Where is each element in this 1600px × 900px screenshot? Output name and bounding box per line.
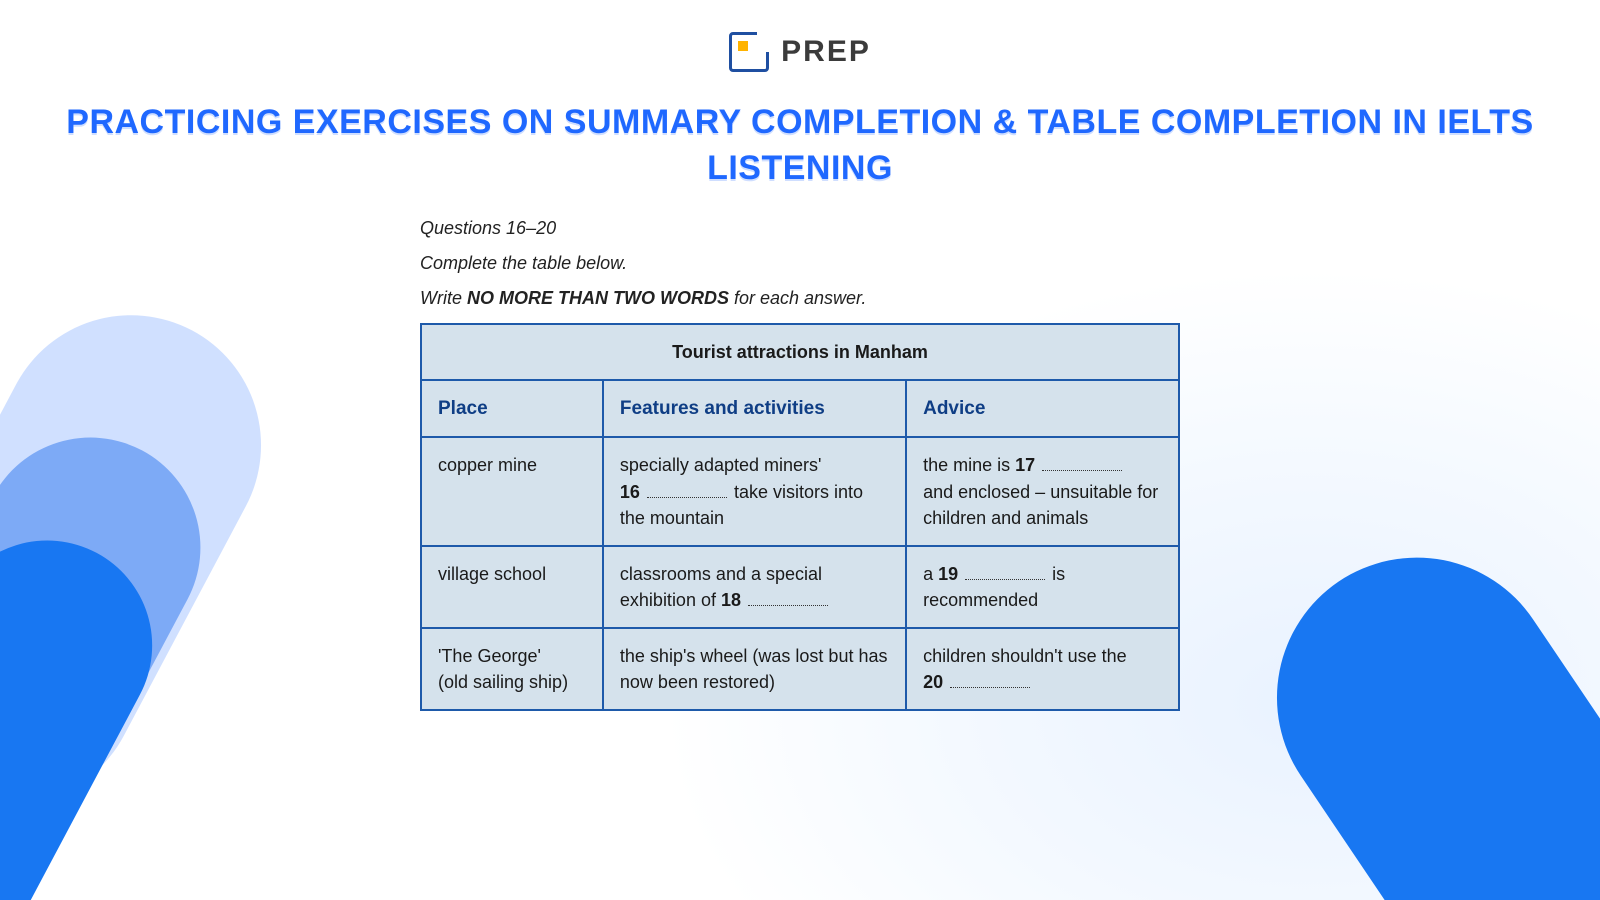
blank-number: 17 xyxy=(1015,455,1035,475)
feat-pre: specially adapted miners' xyxy=(620,455,822,475)
th-features: Features and activities xyxy=(603,380,906,438)
adv-pre: children shouldn't use the xyxy=(923,646,1127,666)
blank-line xyxy=(647,481,727,497)
blank-number: 19 xyxy=(938,564,958,584)
logo: PREP xyxy=(0,0,1600,72)
blank-line xyxy=(748,590,828,606)
instruction-2: Write NO MORE THAN TWO WORDS for each an… xyxy=(420,288,1180,309)
blank-line xyxy=(965,564,1045,580)
blank-number: 20 xyxy=(923,672,943,692)
adv-pre: the mine is xyxy=(923,455,1015,475)
cell-place: village school xyxy=(421,546,603,628)
table-row: copper mine specially adapted miners' 16… xyxy=(421,437,1179,545)
th-place: Place xyxy=(421,380,603,438)
instruction-2-pre: Write xyxy=(420,288,467,308)
logo-text: PREP xyxy=(781,35,871,69)
instruction-2-post: for each answer. xyxy=(729,288,866,308)
table-caption: Tourist attractions in Manham xyxy=(421,324,1179,380)
table-header-row: Place Features and activities Advice xyxy=(421,380,1179,438)
page-root: PREP PRACTICING EXERCISES ON SUMMARY COM… xyxy=(0,0,1600,900)
cell-features: the ship's wheel (was lost but has now b… xyxy=(603,628,906,710)
title-line-2: LISTENING xyxy=(707,149,893,187)
th-advice: Advice xyxy=(906,380,1179,438)
instruction-2-emph: NO MORE THAN TWO WORDS xyxy=(467,288,729,308)
logo-icon xyxy=(729,32,769,72)
blank-number: 18 xyxy=(721,590,741,610)
ielts-table: Tourist attractions in Manham Place Feat… xyxy=(420,323,1180,711)
cell-place: 'The George' (old sailing ship) xyxy=(421,628,603,710)
adv-post: and enclosed – unsuitable for children a… xyxy=(923,482,1158,528)
place-line-2: (old sailing ship) xyxy=(438,672,568,692)
title-line-1: PRACTICING EXERCISES ON SUMMARY COMPLETI… xyxy=(66,103,1533,141)
blank-line xyxy=(950,672,1030,688)
blank-line xyxy=(1042,455,1122,471)
adv-pre: a xyxy=(923,564,938,584)
cell-advice: the mine is 17 and enclosed – unsuitable… xyxy=(906,437,1179,545)
blank-number: 16 xyxy=(620,482,640,502)
cell-advice: children shouldn't use the 20 xyxy=(906,628,1179,710)
place-line-1: 'The George' xyxy=(438,646,541,666)
exercise-block: Questions 16–20 Complete the table below… xyxy=(420,218,1180,711)
cell-features: classrooms and a special exhibition of 1… xyxy=(603,546,906,628)
instruction-1: Complete the table below. xyxy=(420,253,1180,274)
cell-advice: a 19 is recommended xyxy=(906,546,1179,628)
table-row: village school classrooms and a special … xyxy=(421,546,1179,628)
question-range: Questions 16–20 xyxy=(420,218,1180,239)
cell-place: copper mine xyxy=(421,437,603,545)
page-title: PRACTICING EXERCISES ON SUMMARY COMPLETI… xyxy=(0,72,1600,210)
cell-features: specially adapted miners' 16 take visito… xyxy=(603,437,906,545)
table-row: 'The George' (old sailing ship) the ship… xyxy=(421,628,1179,710)
